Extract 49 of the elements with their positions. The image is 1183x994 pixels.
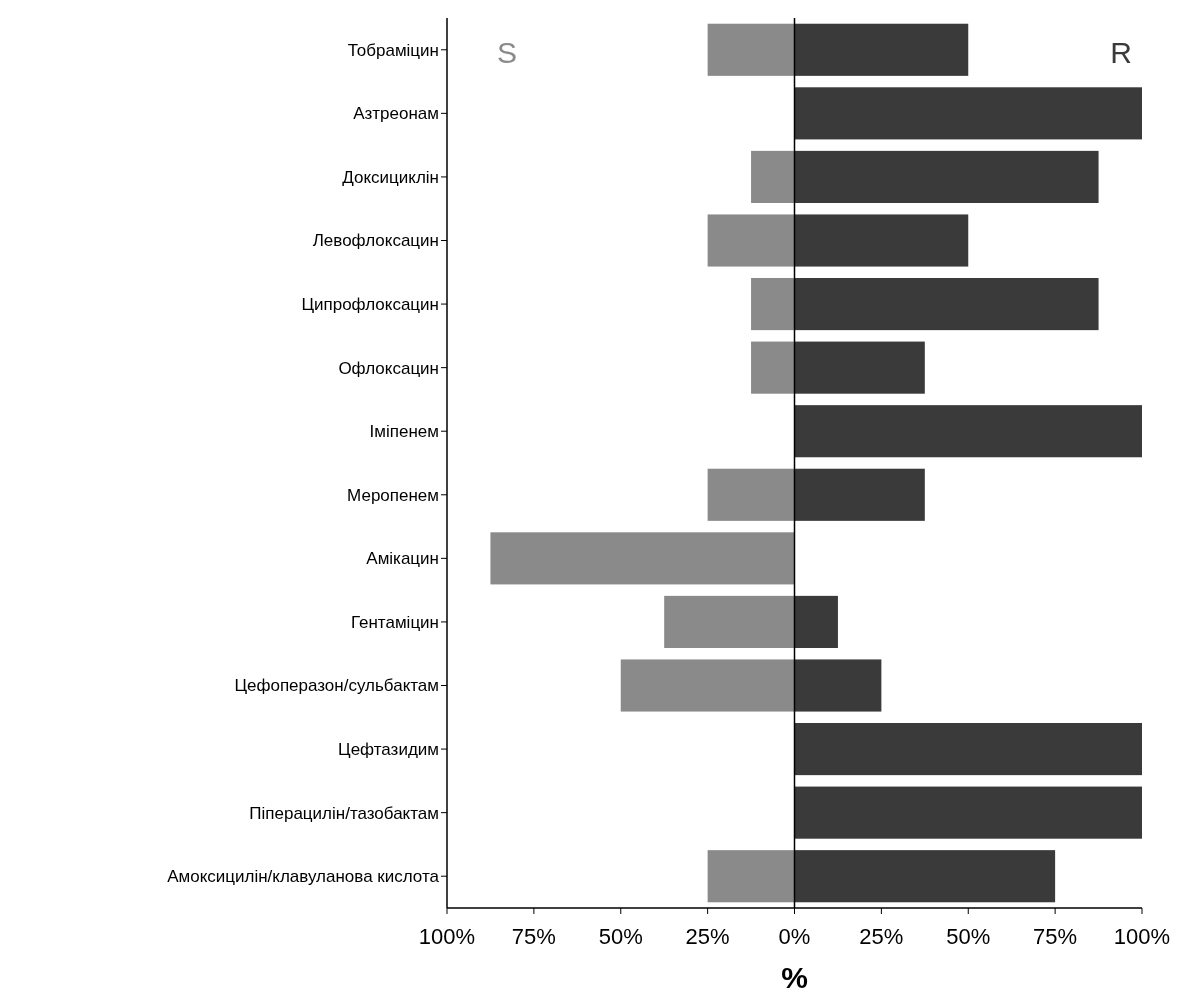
- x-tick-label: 50%: [946, 924, 991, 949]
- y-tick-label: Азтреонам: [353, 104, 439, 124]
- bar: [794, 659, 882, 712]
- bar: [794, 405, 1142, 458]
- bar: [751, 150, 795, 203]
- bar: [794, 468, 925, 521]
- bar: [664, 595, 795, 648]
- bar: [794, 723, 1142, 776]
- y-tick-label: Тобраміцин: [347, 40, 439, 60]
- bar: [707, 468, 795, 521]
- y-tick-label: Цефоперазон/сульбактам: [234, 676, 439, 696]
- y-tick-label: Цефтазидим: [338, 740, 439, 760]
- bar: [794, 150, 1099, 203]
- x-axis-title: %: [781, 961, 808, 994]
- bar: [490, 532, 795, 585]
- x-tick-label: 75%: [1033, 924, 1078, 949]
- bar: [794, 278, 1099, 331]
- x-tick-label: 25%: [859, 924, 904, 949]
- bar: [794, 786, 1142, 839]
- bar: [794, 341, 925, 394]
- series-label: R: [1110, 36, 1132, 69]
- bar: [794, 23, 969, 76]
- y-tick-label: Ципрофлоксацин: [301, 295, 439, 315]
- x-tick-label: 25%: [685, 924, 730, 949]
- y-tick-label: Доксициклін: [342, 167, 439, 187]
- y-tick-label: Амікацин: [366, 549, 439, 569]
- bar: [751, 278, 795, 331]
- bar: [707, 214, 795, 267]
- y-tick-label: Меропенем: [347, 485, 439, 505]
- y-tick-label: Гентаміцин: [350, 612, 439, 632]
- y-tick-label: Амоксицилін/клавуланова кислота: [167, 867, 440, 887]
- bar: [794, 87, 1142, 140]
- x-tick-label: 50%: [598, 924, 643, 949]
- bar: [794, 214, 969, 267]
- y-tick-label: Іміпенем: [369, 422, 439, 442]
- bar: [707, 23, 795, 76]
- text: S: [497, 36, 518, 69]
- x-tick-label: 75%: [511, 924, 556, 949]
- x-tick-label: 0%: [778, 924, 811, 949]
- bar: [620, 659, 795, 712]
- bar: [707, 850, 795, 903]
- x-tick-label: 100%: [1113, 924, 1171, 949]
- y-tick-label: Левофлоксацин: [312, 231, 439, 251]
- x-tick-label: 100%: [418, 924, 476, 949]
- bar: [751, 341, 795, 394]
- y-tick-label: Офлоксацин: [338, 358, 439, 378]
- bar: [794, 595, 838, 648]
- y-tick-label: Піперацилін/тазобактам: [249, 803, 439, 823]
- bar: [794, 850, 1056, 903]
